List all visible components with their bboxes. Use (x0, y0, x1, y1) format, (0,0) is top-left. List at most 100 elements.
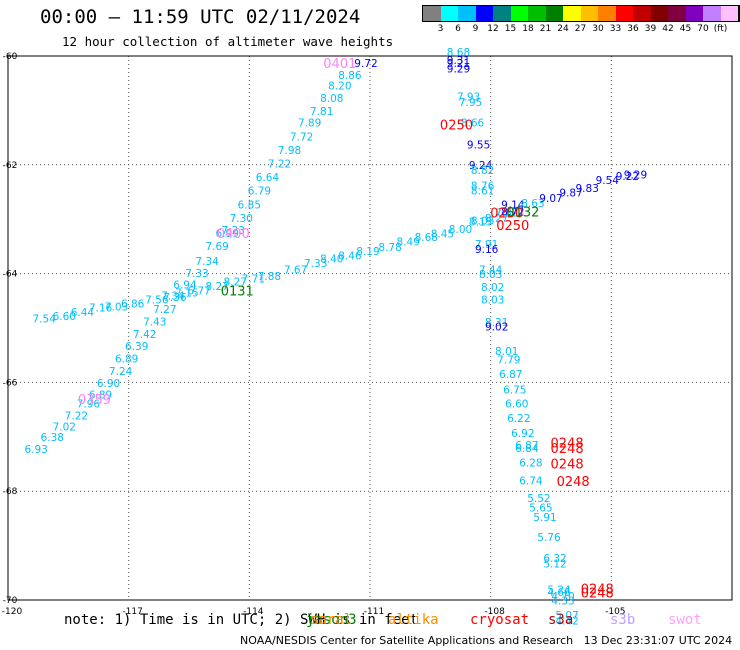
legend-swot: swot (668, 612, 702, 628)
wave-height-label: 8.08 (320, 93, 343, 105)
wave-height-label: 7.79 (497, 354, 520, 366)
color-swatch (720, 6, 738, 21)
wave-height-label: 8.46 (338, 250, 362, 262)
wave-height-label: 5.76 (537, 532, 561, 544)
wave-height-label: 7.22 (268, 159, 291, 171)
pass-time-label: 0248 (551, 437, 584, 452)
wave-height-label: 7.33 (304, 258, 327, 270)
y-tick-label: -66 (3, 378, 18, 388)
wave-height-label: 7.89 (298, 118, 321, 130)
wave-height-label: 9.14 (501, 199, 525, 211)
color-swatch (423, 6, 441, 21)
wave-height-label: 6.79 (248, 186, 271, 198)
wave-height-label: 8.27 (205, 281, 228, 293)
x-tick-label: -114 (243, 607, 264, 617)
wave-height-label: 7.93 (457, 92, 480, 104)
color-swatch (580, 6, 598, 21)
wave-height-label: 6.94 (173, 279, 197, 291)
pass-time-label: 0248 (551, 457, 584, 472)
color-swatch (703, 6, 721, 21)
wave-height-label: 7.71 (242, 273, 265, 285)
wave-height-label: 7.03 (105, 302, 128, 314)
chart-subtitle: 12 hour collection of altimeter wave hei… (62, 34, 394, 49)
wave-height-label: 8.76 (471, 180, 495, 192)
color-scale-label: 42 (662, 24, 674, 34)
wave-height-label: 5.91 (533, 512, 556, 524)
wave-height-label: 5.12 (543, 558, 566, 570)
wave-height-label: 8.68 (415, 232, 438, 244)
color-scale-labels: 3 6 9 12 15 18 21 24 27 30 33 36 39 42 45 70 (ft) (422, 22, 740, 34)
wave-height-label: 8.20 (328, 81, 351, 93)
pass-time-label: 0359 (78, 393, 111, 408)
wave-height-label: 6.64 (256, 172, 280, 184)
wave-height-label: 6.89 (115, 353, 138, 365)
pass-time-label: 0401 (323, 57, 356, 72)
legend-cryosat: cryosat (470, 612, 530, 628)
wave-height-label: 6.90 (97, 378, 120, 390)
wave-height-values: 7.546.606.447.167.036.86 7.567.347.156.77… (24, 47, 647, 627)
wave-height-label: 6.77 (187, 285, 210, 297)
wave-height-label: 6.87 (499, 369, 522, 381)
wave-height-label: 6.87 (515, 440, 538, 452)
color-swatch (545, 6, 563, 21)
wave-height-label: 6.39 (125, 341, 148, 353)
y-tick-label: -68 (3, 487, 18, 497)
wave-height-label: 6.85 (238, 199, 261, 211)
wave-height-label: 7.81 (310, 106, 333, 118)
wave-height-label: 7.42 (133, 329, 156, 341)
color-scale-label: 12 (487, 24, 499, 34)
wave-height-label: 9.29 (624, 169, 647, 181)
wave-height-label: 8.00 (449, 224, 472, 236)
x-tick-label: -120 (2, 607, 23, 617)
wave-height-label: 6.32 (543, 553, 566, 565)
color-swatch (668, 6, 686, 21)
wave-height-label: 6.60 (505, 398, 528, 410)
pass-time-label: 0400 (217, 227, 250, 242)
wave-height-label: 8.27 (224, 277, 247, 289)
color-scale-label: 36 (627, 24, 639, 34)
x-tick-label: -108 (484, 607, 505, 617)
wave-height-label: 8.49 (397, 236, 420, 248)
wave-height-label: 8.01 (495, 346, 518, 358)
wave-height-label: 8.82 (471, 165, 494, 177)
wave-height-label: 5.65 (529, 502, 552, 514)
color-swatch (615, 6, 633, 21)
wave-height-label: 9.02 (485, 322, 508, 334)
wave-height-label: 7.56 (145, 295, 169, 307)
wave-height-label: 6.86 (121, 298, 145, 310)
wave-height-label: 9.31 (447, 55, 470, 67)
color-swatch (440, 6, 458, 21)
color-swatch (598, 6, 616, 21)
wave-height-label: 7.72 (290, 131, 313, 143)
wave-height-label: 9.83 (576, 183, 599, 195)
color-swatch (510, 6, 528, 21)
y-tick-label: -70 (3, 596, 18, 606)
wave-height-label: 4.66 (547, 587, 571, 599)
wave-height-label: 8.19 (356, 246, 379, 258)
wave-height-label: 7.54 (33, 314, 57, 326)
wave-height-label: 9.55 (467, 139, 490, 151)
wave-height-label: 7.24 (109, 366, 133, 378)
wave-height-label: 7.33 (185, 268, 208, 280)
color-scale-label: 70 (697, 24, 709, 34)
units-note: note: 1) Time is in UTC; 2) SWH is in fe… (64, 612, 419, 628)
color-scale-label: 27 (574, 24, 587, 34)
wave-height-label: 8.03 (479, 269, 502, 281)
wave-height-label: 7.34 (161, 291, 185, 303)
wave-height-label: 8.61 (471, 186, 494, 198)
color-swatch (738, 6, 740, 21)
color-swatch (650, 6, 668, 21)
wave-height-label: 8.86 (338, 70, 362, 82)
wave-height-label: 7.27 (153, 304, 176, 316)
y-tick-label: -60 (3, 52, 18, 62)
wave-height-label: 6.99 (216, 228, 239, 240)
pass-time-label: 0248 (551, 442, 584, 457)
wave-height-label: 9.22 (616, 171, 639, 183)
wave-height-label: 8.40 (320, 254, 343, 266)
wave-height-label: 8.66 (461, 118, 485, 130)
color-scale-swatches (422, 5, 740, 22)
wave-height-label: 8.03 (481, 295, 504, 307)
legend-altika: altika (388, 612, 439, 628)
wave-height-label: 7.34 (195, 256, 219, 268)
